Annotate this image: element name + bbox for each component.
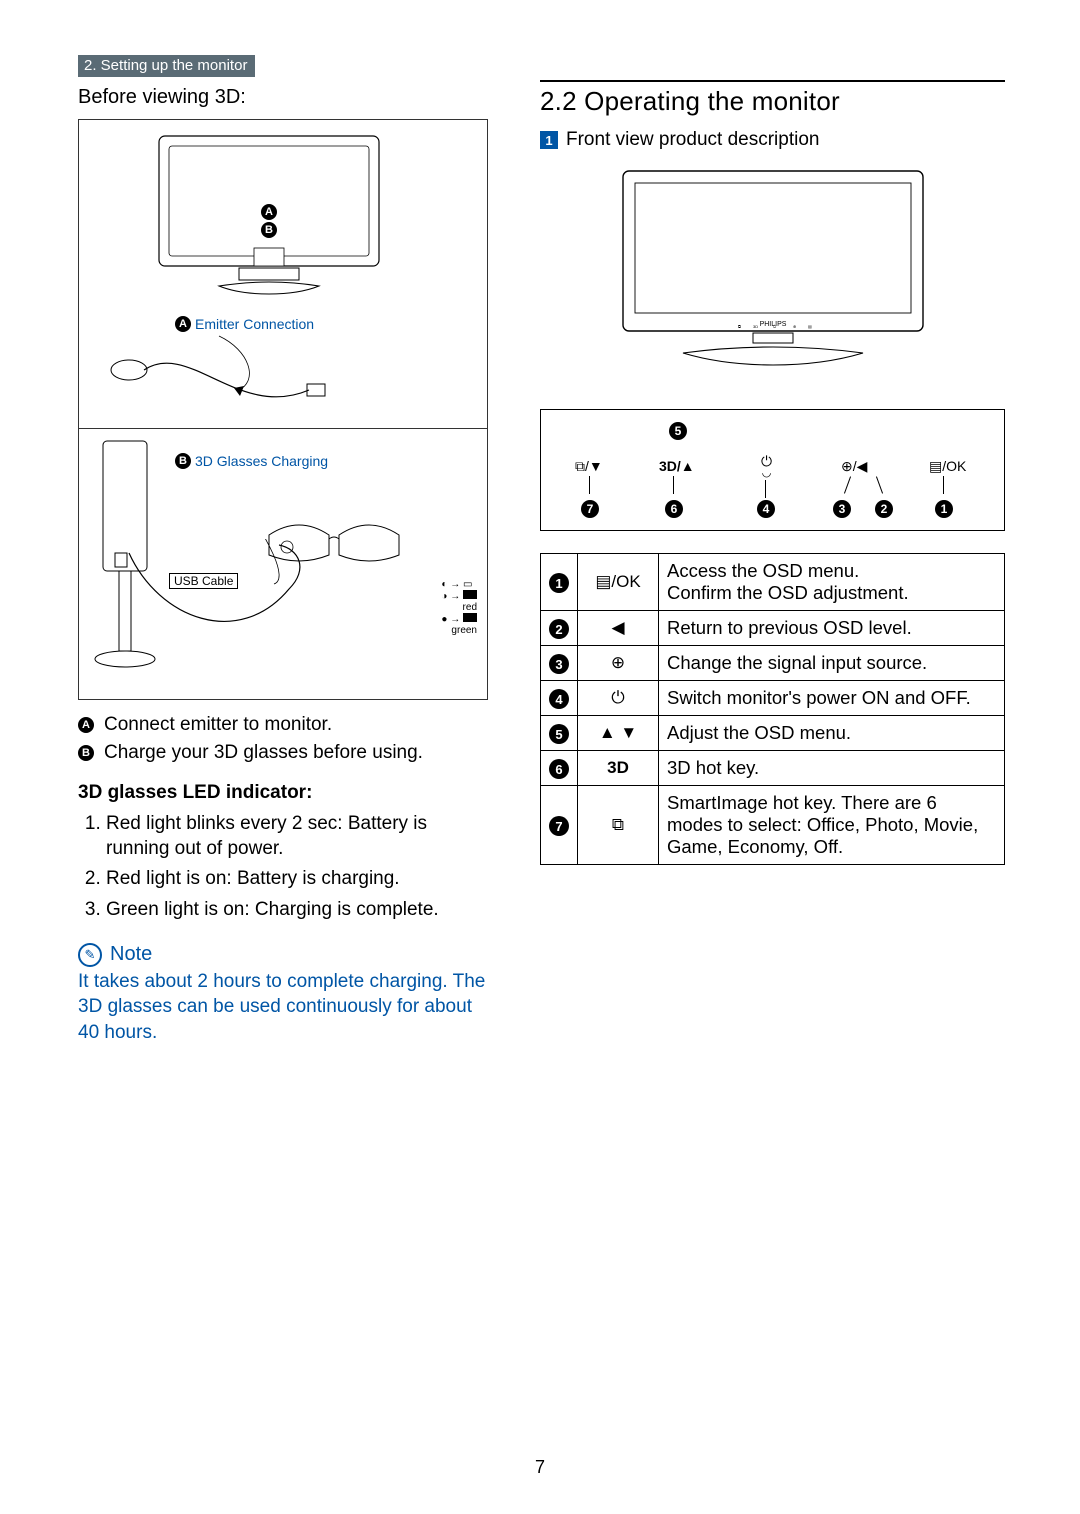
led-item-3: Green light is on: Charging is complete.: [106, 898, 488, 923]
controls-table: 1 ▤/OKAccess the OSD menu.Confirm the OSD…: [540, 553, 1005, 865]
legend-a-icon: A: [78, 717, 94, 733]
row-symbol: ⏻: [578, 681, 659, 716]
panel-num-6: 6: [665, 500, 683, 518]
led-green-row: ● →: [441, 613, 477, 625]
glasses-letter-icon: B: [175, 453, 191, 469]
svg-text:⧉: ⧉: [738, 324, 741, 329]
figure-legend: A Connect emitter to monitor. B Charge y…: [78, 714, 488, 764]
table-row: 2 ◀Return to previous OSD level.: [541, 611, 1005, 646]
row-desc: Switch monitor's power ON and OFF.: [659, 681, 1005, 716]
panel-num-3: 3: [833, 500, 851, 518]
row-desc: Access the OSD menu.Confirm the OSD adju…: [659, 554, 1005, 611]
row-num-icon: 4: [549, 689, 569, 709]
breadcrumb: 2. Setting up the monitor: [78, 55, 255, 77]
panel-sym-2: 3D/▲: [659, 458, 695, 474]
led-red-row: ◑ →: [441, 590, 477, 602]
row-symbol: ⊕: [578, 646, 659, 681]
table-row: 6 3D3D hot key.: [541, 751, 1005, 786]
table-row: 7 ⧉SmartImage hot key. There are 6 modes …: [541, 786, 1005, 865]
note-label: Note: [110, 943, 152, 966]
row-num-icon: 7: [549, 816, 569, 836]
panel-num-2: 2: [875, 500, 893, 518]
front-view-text: Front view product description: [566, 129, 819, 151]
row-num-icon: 6: [549, 759, 569, 779]
led-blink-icon: ◐ → ▭: [441, 579, 477, 590]
row-desc: Return to previous OSD level.: [659, 611, 1005, 646]
table-row: 3 ⊕Change the signal input source.: [541, 646, 1005, 681]
row-symbol: ⧉: [578, 786, 659, 865]
legend-b-text: Charge your 3D glasses before using.: [104, 742, 423, 764]
row-desc: SmartImage hot key. There are 6 modes to…: [659, 786, 1005, 865]
monitor-front-svg: PHILIPS ⧉3D⏻⊕▤: [593, 161, 953, 381]
row-symbol: ▲ ▼: [578, 716, 659, 751]
legend-a-text: Connect emitter to monitor.: [104, 714, 332, 736]
row-num-icon: 5: [549, 724, 569, 744]
led-item-2: Red light is on: Battery is charging.: [106, 867, 488, 892]
row-num-icon: 3: [549, 654, 569, 674]
svg-text:3D: 3D: [753, 324, 758, 329]
row-symbol: ▤/OK: [578, 554, 659, 611]
fig-a-letter-a-icon: A: [261, 204, 277, 220]
panel-num-4: 4: [757, 500, 775, 518]
panel-num-5: 5: [669, 422, 687, 440]
row-symbol: 3D: [578, 751, 659, 786]
figure-emitter: A B A Emitter Connection: [78, 119, 488, 429]
row-desc: Change the signal input source.: [659, 646, 1005, 681]
panel-sym-1: ⧉/▼: [575, 458, 603, 475]
led-indicator-heading: 3D glasses LED indicator:: [78, 782, 488, 804]
figure-glasses: B 3D Glasses Charging USB Cable ◐ → ▭: [78, 428, 488, 700]
note-body: It takes about 2 hours to complete charg…: [78, 969, 488, 1046]
emitter-cable-svg: [99, 330, 399, 430]
button-panel: 5 ⧉/▼ 3D/▲ ⏻◡ ⊕/◀ ▤/OK 7 6 4 3 2 1: [540, 409, 1005, 531]
table-row: 1 ▤/OKAccess the OSD menu.Confirm the OSD…: [541, 554, 1005, 611]
led-red-label: red: [441, 602, 477, 613]
row-num-icon: 2: [549, 619, 569, 639]
fig-a-letter-b-icon: B: [261, 222, 277, 238]
panel-sym-3: ⏻◡: [761, 454, 772, 479]
row-desc: Adjust the OSD menu.: [659, 716, 1005, 751]
left-column: Before viewing 3D: A B A Emitter Connect…: [78, 86, 488, 1046]
section-2-2-title: 2.2 Operating the monitor: [540, 86, 1005, 117]
usb-cable-svg: [119, 539, 399, 679]
row-symbol: ◀: [578, 611, 659, 646]
led-indicator-list: Red light blinks every 2 sec: Battery is…: [78, 812, 488, 923]
note-heading: ✎ Note: [78, 943, 488, 967]
monitor-rear-svg: [99, 128, 459, 328]
panel-sym-4: ⊕/◀: [841, 458, 867, 475]
led-green-label: green: [441, 625, 477, 636]
note-icon: ✎: [78, 943, 102, 967]
panel-num-1: 1: [935, 500, 953, 518]
front-view-heading: 1 Front view product description: [540, 129, 1005, 151]
panel-num-7: 7: [581, 500, 599, 518]
section-rule: [540, 80, 1005, 82]
table-row: 4 ⏻Switch monitor's power ON and OFF.: [541, 681, 1005, 716]
svg-text:▤: ▤: [808, 324, 812, 329]
page-number: 7: [0, 1457, 1080, 1478]
svg-text:⊕: ⊕: [793, 324, 796, 329]
right-column: 2.2 Operating the monitor 1 Front view p…: [540, 80, 1005, 865]
before-viewing-heading: Before viewing 3D:: [78, 86, 488, 109]
legend-b-icon: B: [78, 745, 94, 761]
table-row: 5 ▲ ▼Adjust the OSD menu.: [541, 716, 1005, 751]
glasses-text: 3D Glasses Charging: [195, 453, 328, 469]
monitor-front-figure: PHILIPS ⧉3D⏻⊕▤: [540, 161, 1005, 381]
led-item-1: Red light blinks every 2 sec: Battery is…: [106, 812, 488, 861]
panel-sym-5: ▤/OK: [929, 458, 966, 475]
glasses-charging-label: B 3D Glasses Charging: [175, 453, 328, 469]
row-num-icon: 1: [549, 573, 569, 593]
step-1-icon: 1: [540, 131, 558, 149]
row-desc: 3D hot key.: [659, 751, 1005, 786]
